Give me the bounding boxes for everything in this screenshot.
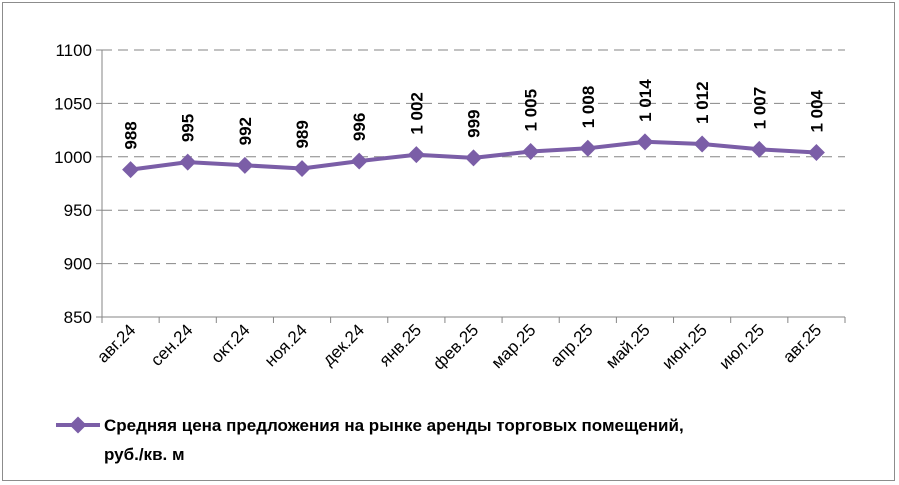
data-point-3 xyxy=(293,160,311,178)
data-label-10: 1 012 xyxy=(693,81,712,124)
x-tick-label-8: апр.25 xyxy=(547,320,597,370)
x-tick-label-1: сен.24 xyxy=(147,320,196,369)
axes xyxy=(96,49,846,323)
data-point-5 xyxy=(407,146,425,164)
data-point-12 xyxy=(807,144,825,162)
data-label-11: 1 007 xyxy=(750,87,769,130)
data-label-8: 1 008 xyxy=(579,86,598,129)
y-tick-label-900: 900 xyxy=(64,255,92,274)
legend-label-line1: Средняя цена предложения на рынке аренды… xyxy=(104,416,684,435)
data-labels: 988 995 992 989 996 1 002 999 1 005 1 008 1 014 1 … xyxy=(122,79,827,150)
data-label-5: 1 002 xyxy=(407,92,426,135)
x-tick-labels: авг.24 сен.24 окт.24 ноя.24 дек.24 янв.25 фев.… xyxy=(93,320,825,373)
legend-marker xyxy=(69,416,87,434)
data-point-4 xyxy=(350,152,368,170)
data-point-8 xyxy=(579,139,597,157)
data-point-7 xyxy=(522,142,540,160)
x-tick-label-3: ноя.24 xyxy=(261,320,311,370)
data-point-6 xyxy=(465,149,482,167)
x-tick-label-7: мар.25 xyxy=(488,320,540,372)
x-tick-label-10: июн.25 xyxy=(658,320,711,373)
data-label-9: 1 014 xyxy=(636,79,655,122)
data-point-10 xyxy=(693,135,711,153)
x-tick-label-9: май.25 xyxy=(602,320,654,372)
x-tick-label-0: авг.24 xyxy=(93,320,139,366)
x-tick-label-11: июл.25 xyxy=(715,320,768,373)
data-point-0 xyxy=(122,161,140,179)
y-tick-label-950: 950 xyxy=(64,201,92,220)
x-tick-label-6: фев.25 xyxy=(429,320,482,373)
series xyxy=(122,133,825,179)
data-label-1: 995 xyxy=(179,114,198,142)
data-label-3: 989 xyxy=(293,120,312,148)
legend-label-line2: руб./кв. м xyxy=(104,445,185,464)
data-point-9 xyxy=(636,133,654,151)
x-tick-label-4: дек.24 xyxy=(319,320,368,369)
data-label-2: 992 xyxy=(236,117,255,145)
data-point-2 xyxy=(236,156,254,174)
data-label-6: 999 xyxy=(465,109,484,137)
x-tick-label-12: авг.25 xyxy=(779,320,825,366)
data-point-11 xyxy=(750,140,768,158)
y-tick-label-850: 850 xyxy=(64,308,92,327)
data-label-0: 988 xyxy=(122,121,141,149)
data-label-4: 996 xyxy=(350,113,369,141)
x-tick-label-2: окт.24 xyxy=(207,320,253,366)
data-label-7: 1 005 xyxy=(522,89,541,132)
data-point-1 xyxy=(179,153,197,171)
data-label-12: 1 004 xyxy=(807,89,826,132)
y-tick-label-1000: 1000 xyxy=(54,148,92,167)
x-tick-label-5: янв.25 xyxy=(375,320,425,370)
y-tick-label-1100: 1100 xyxy=(55,41,92,60)
y-tick-label-1050: 1050 xyxy=(54,94,92,113)
legend: Средняя цена предложения на рынке аренды… xyxy=(56,416,684,464)
y-tick-labels: 850 900 950 1000 1050 1100 xyxy=(54,41,92,327)
